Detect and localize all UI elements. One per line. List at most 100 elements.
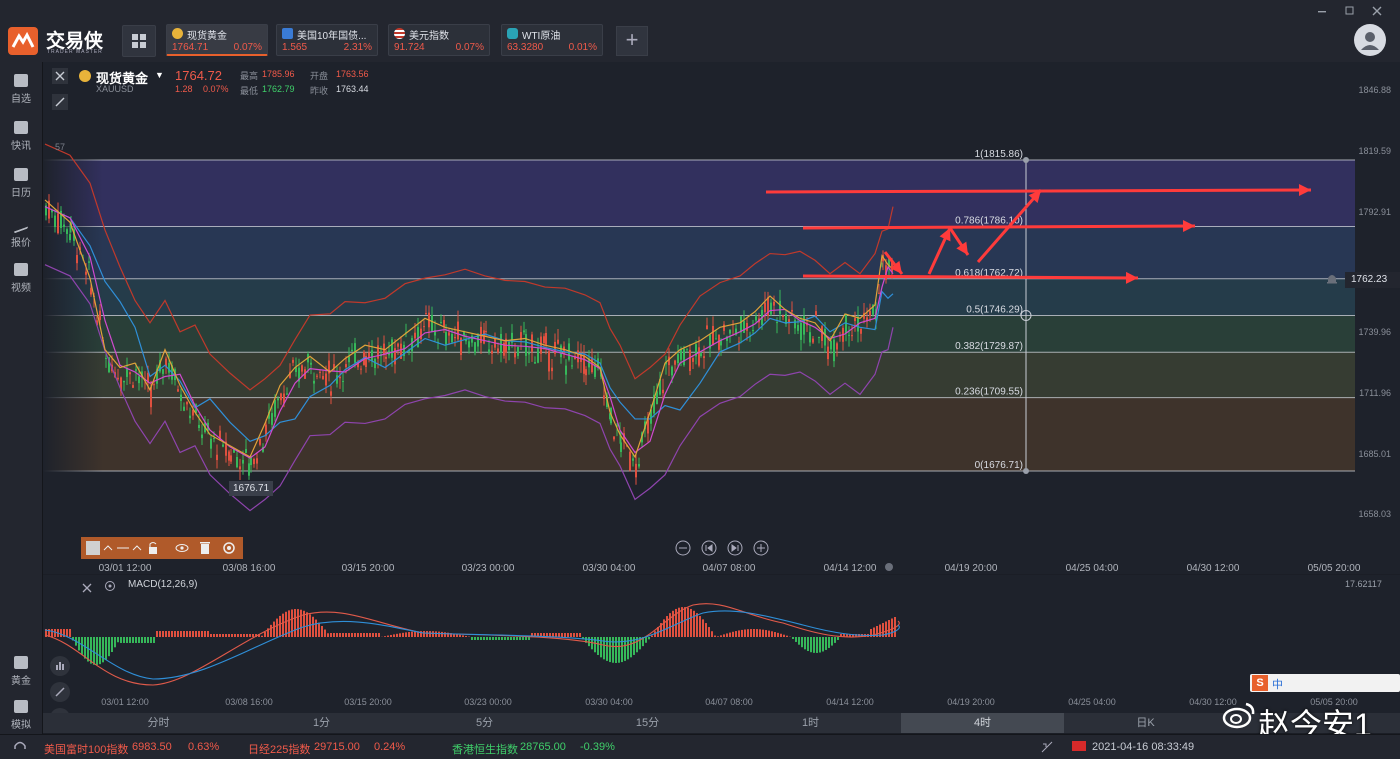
candle-body — [420, 329, 422, 339]
eye-icon[interactable] — [176, 545, 188, 552]
macd-histogram-bar — [822, 637, 824, 651]
candle-body — [468, 341, 470, 347]
status-bar: 美国富时100指数 6983.50 0.63% 日经225指数 29715.00… — [0, 734, 1400, 759]
macd-histogram-bar — [720, 635, 722, 637]
macd-histogram-bar — [108, 637, 110, 656]
close-window-icon[interactable] — [1373, 7, 1381, 15]
macd-histogram-bar — [273, 622, 275, 637]
tab-timeframe-1d[interactable]: 日K — [1064, 713, 1227, 733]
ticker-pct: 0.24% — [374, 741, 405, 753]
macd-histogram-bar — [438, 632, 440, 637]
trash-icon[interactable] — [200, 542, 210, 554]
candle-body — [854, 318, 856, 321]
candle-body — [827, 347, 829, 360]
macd-histogram-bar — [177, 631, 179, 637]
alert-bell-icon[interactable] — [1324, 271, 1340, 292]
tab-gold[interactable]: 现货黄金 1764.71 0.07% — [166, 24, 268, 56]
sidebar-item-video[interactable]: 视频 — [0, 257, 42, 301]
tab-timeframe-5m[interactable]: 5分 — [403, 713, 566, 733]
macd-histogram-bar — [393, 634, 395, 637]
candle-body — [313, 381, 315, 384]
tab-timeframe-4h[interactable]: 4时 — [901, 713, 1064, 733]
sidebar-item-quotes[interactable]: 报价 — [0, 210, 42, 254]
sidebar-item-gold[interactable]: 黄金 — [0, 650, 42, 694]
sidebar-item-label: 快讯 — [11, 141, 31, 152]
ticker-name: 香港恒生指数 — [452, 741, 518, 757]
macd-histogram-bar — [609, 637, 611, 662]
macd-histogram-bar — [621, 637, 623, 662]
pen-button[interactable] — [50, 682, 70, 702]
low-price-marker: 1676.71 — [229, 481, 273, 496]
macd-histogram-bar — [528, 637, 530, 640]
macd-histogram-bar — [624, 637, 626, 661]
current-price-tag: 1762.23 — [1345, 272, 1400, 288]
symbol-dropdown-icon[interactable]: ▼ — [155, 70, 164, 80]
settings-icon[interactable] — [224, 543, 234, 553]
add-tab-button[interactable]: + — [616, 26, 648, 56]
restore-icon[interactable] — [1346, 7, 1353, 14]
candle-body — [153, 384, 155, 385]
tab-timeframe-1m[interactable]: 1分 — [240, 713, 403, 733]
x-tick-label: 03/30 04:00 — [583, 563, 636, 574]
lock-icon[interactable] — [149, 543, 157, 555]
price-chart[interactable]: 1(1815.86)0.786(1786.10)0.618(1762.72)0.… — [43, 62, 1400, 574]
tab-timeframe-1h[interactable]: 1时 — [729, 713, 892, 733]
low-value: 1762.79 — [262, 84, 295, 94]
candle-body — [537, 348, 539, 363]
sidebar-item-calendar[interactable]: 日历 — [0, 162, 42, 206]
line-style-icon[interactable] — [104, 546, 141, 550]
macd-histogram-bar — [207, 631, 209, 637]
macd-histogram-bar — [357, 633, 359, 637]
timeframe-bar: 分时 1分 5分 15分 1时 4时 日K — [43, 713, 1400, 733]
macd-histogram-bar — [669, 613, 671, 637]
macd-histogram-bar — [192, 631, 194, 637]
macd-histogram-bar — [147, 637, 149, 643]
macd-histogram-bar — [579, 633, 581, 637]
y-tick-label: 1658.03 — [1358, 509, 1391, 519]
ime-toolbar[interactable]: S 中 — [1250, 674, 1400, 692]
tab-pct: 0.07% — [234, 42, 262, 53]
tab-name: 美元指数 — [409, 27, 487, 42]
sidebar-item-simulate[interactable]: 模拟 — [0, 694, 42, 738]
macd-histogram-bar — [513, 637, 515, 640]
trend-icon — [14, 213, 28, 233]
chart-close-button[interactable] — [52, 68, 68, 89]
macd-histogram-bar — [411, 632, 413, 637]
macd-histogram-bar — [327, 633, 329, 637]
symbol-code: XAUUSD — [96, 84, 134, 94]
macd-close-icon[interactable] — [82, 580, 92, 598]
macd-histogram-bar — [81, 637, 83, 655]
user-avatar[interactable] — [1354, 24, 1386, 56]
drawing-tool-button[interactable] — [52, 94, 68, 115]
tab-wti[interactable]: WTI原油 63.3280 0.01% — [501, 24, 603, 56]
zoom-out-icon[interactable] — [676, 541, 690, 555]
scroll-back-icon[interactable] — [702, 541, 716, 555]
macd-histogram-bar — [774, 632, 776, 637]
sidebar-item-label: 报价 — [11, 238, 31, 249]
ticker-name: 美国富时100指数 — [44, 741, 128, 757]
macd-settings-icon[interactable] — [104, 579, 116, 597]
sidebar-item-watchlist[interactable]: 自选 — [0, 68, 42, 112]
macd-histogram-bar — [150, 637, 152, 643]
candle-body — [545, 333, 547, 345]
sidebar-item-news[interactable]: 快讯 — [0, 115, 42, 159]
sidebar-item-label: 自选 — [11, 94, 31, 105]
tab-dxy[interactable]: 美元指数 91.724 0.07% — [388, 24, 490, 56]
weibo-icon — [1222, 700, 1256, 735]
sync-icon[interactable] — [1040, 740, 1054, 757]
app-subtitle: TRADER MASTER — [47, 49, 103, 55]
tab-timeframe-tick[interactable]: 分时 — [77, 713, 240, 733]
zoom-in-icon[interactable] — [754, 541, 768, 555]
minimize-icon[interactable] — [1318, 11, 1326, 12]
layout-grid-button[interactable] — [122, 25, 156, 57]
macd-histogram-bar — [144, 637, 146, 643]
candle-body — [88, 261, 90, 262]
tab-timeframe-15m[interactable]: 15分 — [566, 713, 729, 733]
indicator-button[interactable] — [50, 656, 70, 676]
scroll-forward-icon[interactable] — [728, 541, 742, 555]
candle-body — [471, 336, 473, 343]
tab-us10y[interactable]: 美国10年国债... 1.565 2.31% — [276, 24, 378, 56]
headset-icon[interactable] — [12, 739, 28, 756]
color-swatch-icon[interactable] — [86, 541, 100, 555]
